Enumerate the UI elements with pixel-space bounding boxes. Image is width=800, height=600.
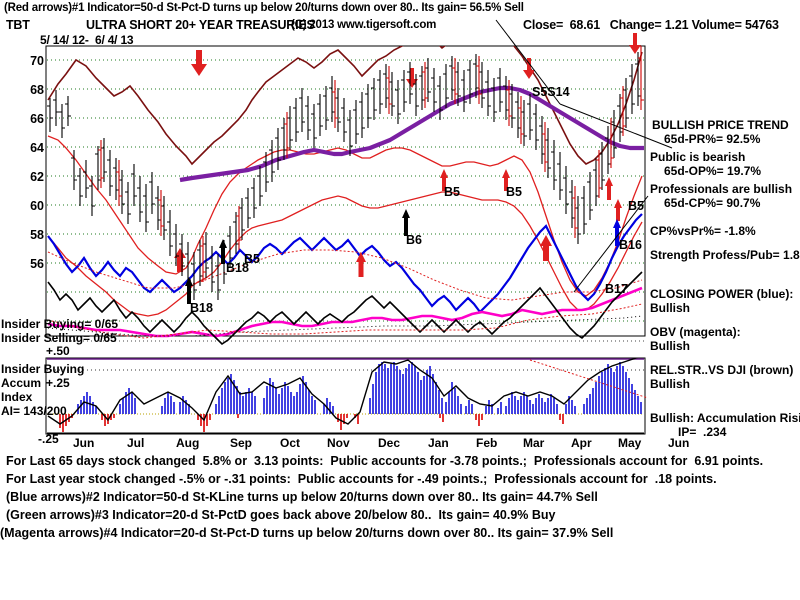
strength-value: Strength Profess/Pub= 1.8 [650, 248, 800, 262]
annotation-b5-d: B5 [244, 252, 260, 266]
rel-strength-dji-line [47, 271, 643, 346]
scale-minus-25-label: -.25 [38, 432, 59, 446]
obv-value: Bullish [650, 339, 691, 353]
x-axis-label-aug: Aug [176, 436, 200, 450]
annotation-b18-b: B18 [190, 301, 213, 315]
footer-line-1: For Last 65 days stock changed 5.8% or 3… [6, 454, 764, 468]
accum-panel-frame [45, 357, 646, 435]
accum-title-line2: Accum [1, 376, 42, 390]
public-value: 65d-OP%= 19.7% [664, 164, 762, 178]
x-axis-label-apr: Apr [571, 436, 592, 450]
x-axis-label-oct: Oct [280, 436, 301, 450]
y-axis-label-56: 56 [30, 257, 44, 271]
insider-buying-label: Insider Buying= 0/65 [1, 317, 119, 331]
closing-power-value: Bullish [650, 301, 691, 315]
accum-index-value: AI= 143/200 [1, 404, 67, 418]
annotation-b5-b: B5 [506, 185, 522, 199]
y-axis-label-70: 70 [30, 54, 44, 68]
y-axis-label-62: 62 [30, 170, 44, 184]
annotation-b6: B6 [406, 233, 422, 247]
header-indicator-line: (Red arrows)#1 Indicator=50-d St-Pct-D t… [4, 2, 524, 14]
public-title: Public is bearish [650, 150, 746, 164]
closing-power-title: CLOSING POWER (blue): [650, 287, 794, 301]
annotation-b5-a: B5 [444, 185, 460, 199]
y-axis-label-66: 66 [30, 112, 44, 126]
x-axis-label-jan: Jan [428, 436, 449, 450]
x-axis-label-jun2: Jun [668, 436, 690, 450]
rel-strength-line [47, 46, 643, 166]
insider-selling-label: Insider Selling= 0/65 [1, 331, 117, 345]
annotation-b16: B16 [619, 238, 642, 252]
red-down-arrow [191, 33, 641, 88]
x-axis-label-jun1: Jun [73, 436, 95, 450]
accum-ip-value: IP= .234 [678, 425, 727, 439]
y-axis-label-58: 58 [30, 228, 44, 242]
price-trend-title: BULLISH PRICE TREND [652, 118, 789, 132]
footer-line-5: (Magenta arrows)#4 Indicator=20-d St-Pct… [0, 526, 614, 540]
x-axis-label-dec: Dec [378, 436, 401, 450]
professionals-title: Professionals are bullish [650, 182, 793, 196]
accum-status-title: Bullish: Accumulation Risi [650, 411, 800, 425]
ticker-symbol: TBT [6, 18, 30, 32]
obv-relstr-group [47, 271, 643, 346]
rel-strength-dotted [47, 315, 643, 337]
accum-title-line3: Index [1, 390, 33, 404]
accum-guide-line [529, 359, 649, 399]
accum-index-line [47, 358, 639, 425]
x-axis-label-mar: Mar [523, 436, 545, 450]
date-range: 5/ 14/ 12- 6/ 4/ 13 [40, 33, 134, 47]
y-axis-label-68: 68 [30, 83, 44, 97]
accum-title-line1: Insider Buying [1, 362, 85, 376]
annotation-b17: B17 [605, 282, 628, 296]
scale-plus-50-label: +.50 [46, 344, 70, 358]
obv-title: OBV (magenta): [650, 325, 741, 339]
rel-strength-value: Bullish [650, 377, 691, 391]
footer-line-2: For Last year stock changed -.5% or -.31… [6, 472, 717, 486]
trendlines [495, 19, 673, 293]
closing-power-line [47, 213, 643, 314]
x-axis-label-sep: Sep [230, 436, 253, 450]
ohlc-bars-down [98, 46, 644, 282]
y-axis-label-60: 60 [30, 199, 44, 213]
accum-blue-bars [77, 362, 642, 414]
cp-vs-pr-value: CP%vsPr%= -1.8% [650, 224, 756, 238]
annotation-b5-c: B5 [628, 199, 644, 213]
x-axis-label-jul: Jul [127, 436, 145, 450]
scale-plus-25-label: +.25 [46, 376, 70, 390]
x-axis-label-feb: Feb [476, 436, 498, 450]
black-up-arrow [185, 209, 410, 304]
footer-line-4: (Green arrows)#3 Indicator=20-d St-PctD … [6, 508, 556, 522]
y-axis-label-64: 64 [30, 141, 44, 155]
professionals-value: 65d-CP%= 90.7% [664, 196, 761, 210]
quote-summary: Close= 68.61 Change= 1.21 Volume= 54763 [523, 18, 779, 32]
annotation-b18-a: B18 [226, 261, 249, 275]
closing-power-ma-line [47, 249, 643, 301]
price-trend-value: 65d-PR%= 92.5% [664, 132, 761, 146]
x-axis-label-nov: Nov [327, 436, 350, 450]
accum-index-group [47, 358, 642, 432]
rel-strength-title: REL.STR..VS DJI (brown) [650, 363, 794, 377]
annotation-s5s14: S5S14 [532, 85, 570, 99]
ohlc-bars [47, 52, 641, 300]
company-name: ULTRA SHORT 20+ YEAR TREASURIES [86, 18, 315, 32]
footer-line-3: (Blue arrows)#2 Indicator=50-d St-KLine … [6, 490, 598, 504]
x-axis-label-may: May [618, 436, 642, 450]
copyright-notice: (C) 2013 www.tigersoft.com [291, 19, 437, 31]
